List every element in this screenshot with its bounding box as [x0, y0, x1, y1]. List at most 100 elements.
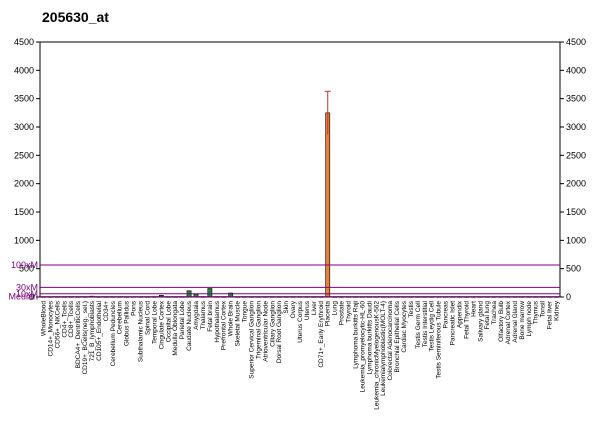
x-tick-label: Trachea [491, 301, 498, 325]
bar [325, 112, 331, 298]
reference-line-label: 100xM [11, 260, 38, 270]
x-tick-label: Colorectal Adenocarcinoma [387, 301, 394, 381]
x-tick-label: Dorsal Root Ganglion [276, 301, 283, 364]
reference-line-label: Median [8, 292, 38, 302]
x-tick-label: Testis Seminiferous Tubule [436, 301, 443, 379]
chart-title: 205630_at [42, 9, 109, 25]
x-tick-label: Uterus [304, 300, 311, 320]
y-tick-label-left: 0 [29, 292, 34, 302]
x-tick-label: CD8+_Tcells [68, 300, 75, 337]
x-tick-label: Prostate [339, 301, 346, 326]
x-tick-label: Leukemia_promyelocytic-HL-60 [359, 301, 366, 393]
x-tick-label: Trigeminal Ganglion [255, 301, 262, 359]
x-tick-label: CD105+_Endothelial [96, 300, 103, 360]
x-tick-label: Fetal liver [547, 300, 554, 329]
plot-area: 0 0 500 500 1000 1000 1500 1500 2000 2000 2500 2500… [8, 37, 586, 410]
y-tick-label-left: 4500 [14, 37, 34, 47]
x-tick-label: Hypothalamus [214, 300, 221, 342]
x-tick-label: CD34+ [103, 301, 110, 322]
x-tick-label: Bone marrow [519, 301, 526, 340]
x-tick-label: Fetal lung [484, 301, 491, 330]
y-tick-label-right: 2500 [566, 150, 586, 160]
x-tick-label: Tonsil [540, 300, 547, 317]
x-tick-label: 721_B_lymphoblasts [89, 300, 96, 361]
x-tick-label: Skeletal Muscle [235, 301, 242, 347]
x-tick-label: Fetal brain [207, 301, 214, 332]
x-tick-label: Superior Cervical Ganglion [248, 301, 255, 379]
y-tick-label-right: 1500 [566, 207, 586, 217]
x-tick-label: Testis [408, 300, 415, 317]
x-tick-label: Occipital Lobe [165, 301, 172, 343]
x-tick-label: CD19+_BCells(neg._sel.) [82, 301, 89, 375]
x-tick-label: Spinal Cord [144, 301, 151, 335]
x-tick-label: Cardiac Myocytes [401, 300, 408, 352]
y-tick-label-right: 1000 [566, 235, 586, 245]
x-tick-label: Uterus Corpus [297, 300, 304, 343]
x-tick-label: Caudate Nucleus [186, 300, 193, 351]
x-tick-label: Testis Interstitial [422, 300, 429, 347]
y-tick-label-right: 2000 [566, 179, 586, 189]
y-tick-label-left: 500 [19, 264, 34, 274]
y-tick-label-right: 4500 [566, 37, 586, 47]
y-tick-label-left: 2500 [14, 150, 34, 160]
x-tick-label: Prefrontal Cortex [221, 300, 228, 350]
y-tick-label-left: 3500 [14, 94, 34, 104]
x-tick-label: Testis Germ Cell [415, 300, 422, 348]
x-tick-label: Globus Pallidus [124, 300, 131, 346]
bar [207, 288, 213, 298]
x-tick-label: Pancreas [443, 300, 450, 328]
y-tick-label-left: 1000 [14, 235, 34, 245]
y-tick-label-left: 2000 [14, 179, 34, 189]
x-tick-label: CD71+_Early Erythroid [318, 301, 325, 368]
x-tick-label: Appendix [456, 300, 463, 328]
x-tick-label: Lung [332, 301, 339, 316]
x-tick-label: Fetal Thyroid [463, 301, 470, 339]
y-tick-label-right: 500 [566, 264, 581, 274]
x-tick-label: WholeBlood [40, 301, 47, 336]
x-tick-label: Cerebellum Peduncles [110, 300, 117, 366]
x-tick-label: Ciliary Ganglion [269, 301, 276, 347]
x-tick-label: Lymph node [526, 301, 533, 337]
x-tick-label: BDCA4+_DentriticCells [75, 300, 82, 368]
plot-frame [39, 41, 561, 298]
x-tick-label: Pons [131, 300, 138, 316]
x-tick-label: Adrenal Cortex [505, 300, 512, 344]
x-tick-label: Medulla Oblongata [172, 301, 179, 356]
x-tick-label: Testis Leydig Cell [429, 300, 436, 351]
reference-line-label: 10xM [16, 289, 38, 299]
x-tick-label: Ovary [290, 300, 297, 318]
x-tick-label: Lymphoma burkitts Raji [352, 301, 359, 369]
reference-line-label: 30xM [16, 282, 38, 292]
x-tick-label: CD56+_NKCells [54, 300, 61, 348]
x-tick-label: Adrenal Gland [512, 301, 519, 343]
x-tick-label: Lymphoma burkitts Daudi [366, 301, 373, 374]
x-tick-label: Salivary gland [477, 301, 484, 342]
x-tick-label: Placenta [325, 301, 332, 327]
x-tick-label: Parietal Lobe [179, 301, 186, 340]
y-tick-label-right: 4000 [566, 65, 586, 75]
x-tick-label: Amygdala [193, 301, 200, 330]
x-tick-label: CD4+_Tcells [61, 300, 68, 337]
y-tick-label-left: 1500 [14, 207, 34, 217]
y-tick-label-left: 3000 [14, 122, 34, 132]
x-tick-label: Thymus [533, 300, 540, 324]
x-tick-label: Kidney [554, 300, 561, 321]
x-tick-label: Subthalamic Nucleus [138, 300, 145, 362]
x-tick-label: Leukemia_chronicMyelogenousK-562 [373, 301, 380, 410]
y-tick-label-right: 3500 [566, 94, 586, 104]
x-tick-label: Whole Brain [228, 301, 235, 337]
x-tick-label: Temporal Lobe [151, 301, 158, 344]
x-tick-label: Atrioventricular Node [262, 301, 269, 362]
x-tick-label: Pancreatic Islet [450, 301, 457, 346]
x-tick-label: CD14+_Monocytes [47, 300, 54, 356]
x-tick-label: Cerebellum [117, 301, 124, 334]
x-tick-label: Olfactory Bulb [498, 301, 505, 342]
x-tick-label: Tongue [242, 301, 249, 323]
x-tick-label: Liver [311, 300, 318, 315]
y-tick-label-right: 0 [566, 292, 571, 302]
x-tick-label: Thalamus [200, 300, 207, 329]
x-tick-label: Thyroid [346, 301, 353, 323]
y-tick-label-left: 4000 [14, 65, 34, 75]
x-tick-label: Skin [283, 301, 290, 314]
